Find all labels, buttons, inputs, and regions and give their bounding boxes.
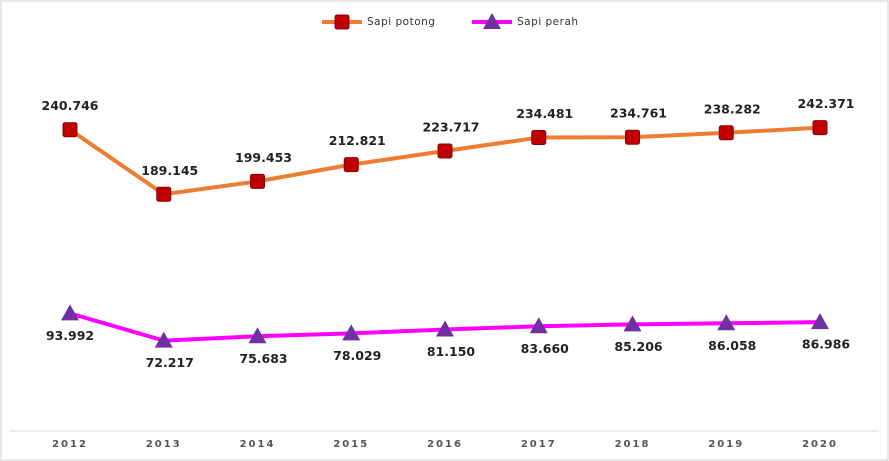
data-label: 86.058 [708,338,756,353]
marker [718,125,734,141]
x-tick-label: 2017 [521,439,557,450]
data-label: 238.282 [704,101,761,116]
data-label: 223.717 [423,120,480,135]
legend-label: Sapi perah [517,16,579,28]
marker [437,143,453,159]
data-label: 78.029 [333,348,381,363]
marker [334,14,350,30]
marker [436,320,454,337]
data-label: 240.746 [42,98,99,113]
marker [343,157,359,173]
x-tick-label: 2013 [146,439,182,450]
marker [717,314,736,331]
x-tick-label: 2014 [240,439,276,450]
data-label: 72.217 [146,355,194,370]
x-tick-label: 2018 [615,439,651,450]
data-label: 93.992 [46,328,94,343]
data-label: 83.660 [521,341,570,356]
data-label: 199.453 [235,150,292,165]
marker [531,130,547,146]
marker [154,331,173,348]
x-tick-label: 2016 [427,439,463,450]
data-label: 234.761 [610,106,667,121]
marker [812,120,828,136]
marker [156,186,172,202]
x-tick-label: 2015 [333,439,369,450]
data-label: 86.986 [802,337,851,352]
data-label: 81.150 [427,344,476,359]
marker [625,129,640,145]
marker [61,304,79,321]
marker [342,324,361,341]
marker [623,315,642,332]
data-label: 212.821 [329,133,386,148]
x-tick-label: 2019 [708,439,744,450]
marker [529,317,548,334]
marker [248,327,267,344]
marker [62,122,78,138]
data-label: 75.683 [239,351,287,366]
data-label: 234.481 [516,106,573,121]
x-tick-label: 2012 [52,439,88,450]
marker [811,313,829,330]
marker [483,13,501,29]
data-label: 189.145 [141,163,198,178]
x-tick-label: 2020 [802,439,838,450]
data-label: 242.371 [798,96,855,111]
legend-label: Sapi potong [367,16,435,28]
data-label: 85.206 [614,339,663,354]
marker [250,173,265,189]
